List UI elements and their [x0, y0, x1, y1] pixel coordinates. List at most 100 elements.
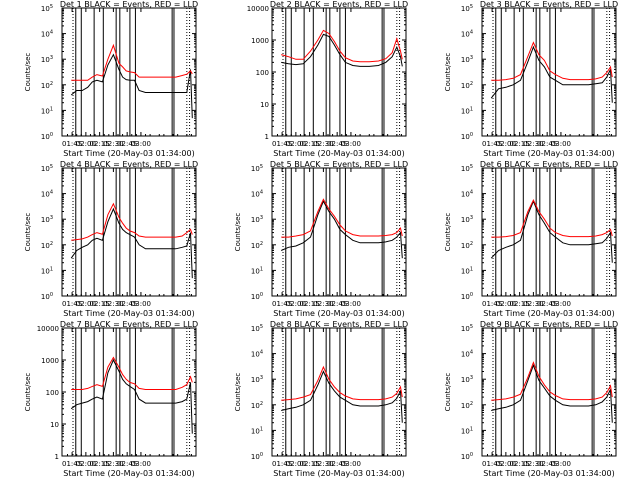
- y-tick-exponent: 3: [470, 215, 473, 221]
- y-axis-label: Counts/sec: [444, 213, 452, 252]
- x-tick-label: 02:00: [286, 140, 306, 148]
- plot-frame: [61, 167, 197, 297]
- x-tick-label: 03:00: [131, 300, 151, 308]
- plot-frame: [271, 327, 407, 457]
- x-tick-label: 02:45: [117, 140, 137, 148]
- y-axis-label: Counts/sec: [444, 53, 452, 92]
- y-tick-label: 105: [251, 164, 263, 173]
- x-tick-label: 03:00: [551, 300, 571, 308]
- y-tick-label: 100: [461, 132, 473, 141]
- y-tick-label: 100: [461, 452, 473, 461]
- x-axis-label: Start Time (20-May-03 01:34:00): [63, 469, 194, 478]
- series-line-events: [491, 363, 613, 423]
- series-line-lld: [281, 198, 403, 238]
- y-tick-label: 10000: [37, 325, 59, 333]
- x-tick-label: 02:15: [300, 140, 320, 148]
- y-tick-exponent: 0: [470, 292, 473, 298]
- y-tick-label: 10000: [247, 5, 269, 13]
- y-tick-exponent: 5: [50, 164, 53, 170]
- y-tick-exponent: 4: [260, 190, 263, 196]
- y-tick-label: 105: [461, 164, 473, 173]
- y-tick-label: 104: [251, 190, 263, 199]
- x-tick-label: 02:15: [300, 300, 320, 308]
- y-tick-exponent: 1: [470, 266, 473, 272]
- panel-det-3: Det 3 BLACK = Events, RED = LLD100101102…: [444, 0, 618, 158]
- series-line-lld: [281, 365, 403, 401]
- x-tick-label: 02:15: [90, 140, 110, 148]
- y-tick-label: 105: [41, 4, 53, 13]
- x-tick-label: 02:45: [327, 140, 347, 148]
- y-tick-label: 104: [461, 30, 473, 39]
- x-tick-label: 02:30: [313, 300, 333, 308]
- y-tick-exponent: 3: [470, 55, 473, 61]
- y-tick-label: 103: [461, 375, 473, 384]
- y-tick-label: 100: [41, 292, 53, 301]
- y-tick-label: 101: [461, 426, 473, 435]
- y-tick-label: 102: [461, 241, 473, 250]
- x-tick-label: 02:00: [496, 140, 516, 148]
- plot-frame: [61, 327, 197, 457]
- x-tick-label: 02:45: [537, 140, 557, 148]
- x-tick-label: 03:00: [341, 300, 361, 308]
- y-axis-label: Counts/sec: [444, 373, 452, 412]
- y-tick-label: 103: [251, 375, 263, 384]
- y-tick-label: 101: [251, 426, 263, 435]
- y-tick-label: 104: [461, 350, 473, 359]
- y-tick-exponent: 1: [260, 426, 263, 432]
- plot-frame: [271, 167, 407, 297]
- x-tick-label: 02:30: [523, 140, 543, 148]
- y-tick-exponent: 0: [260, 452, 263, 458]
- y-tick-label: 104: [461, 190, 473, 199]
- y-tick-exponent: 4: [470, 190, 473, 196]
- y-tick-label: 101: [461, 106, 473, 115]
- series-line-events: [280, 200, 403, 259]
- x-tick-label: 02:00: [76, 300, 96, 308]
- y-tick-exponent: 1: [50, 266, 53, 272]
- y-tick-exponent: 5: [50, 4, 53, 10]
- plot-frame: [61, 7, 197, 137]
- x-tick-label: 02:30: [103, 300, 123, 308]
- y-axis-label: Counts/sec: [24, 373, 32, 412]
- x-tick-label: 02:30: [313, 460, 333, 468]
- x-tick-label: 02:00: [76, 140, 96, 148]
- x-tick-label: 02:45: [117, 460, 137, 468]
- series-line-lld: [71, 202, 193, 241]
- y-tick-label: 10: [50, 421, 59, 429]
- y-tick-exponent: 5: [470, 164, 473, 170]
- y-tick-exponent: 1: [470, 426, 473, 432]
- y-axis-label: Counts/sec: [234, 373, 242, 412]
- x-tick-label: 02:45: [327, 300, 347, 308]
- x-tick-label: 01:45: [272, 300, 292, 308]
- y-tick-exponent: 3: [260, 215, 263, 221]
- y-tick-label: 100: [251, 452, 263, 461]
- y-tick-exponent: 4: [50, 30, 53, 36]
- panel-det-6: Det 6 BLACK = Events, RED = LLD100101102…: [444, 160, 618, 318]
- panel-title: Det 9 BLACK = Events, RED = LLD: [480, 320, 618, 329]
- y-tick-label: 103: [461, 55, 473, 64]
- y-tick-label: 1000: [41, 357, 59, 365]
- y-tick-exponent: 5: [260, 164, 263, 170]
- series-line-lld: [71, 43, 193, 81]
- x-tick-label: 02:30: [313, 140, 333, 148]
- y-tick-label: 1: [265, 133, 269, 141]
- series-line-events: [490, 199, 613, 263]
- y-tick-label: 102: [251, 401, 263, 410]
- x-tick-label: 02:45: [327, 460, 347, 468]
- y-tick-exponent: 5: [470, 4, 473, 10]
- series-line-lld: [281, 29, 403, 63]
- plot-frame: [481, 7, 617, 137]
- x-tick-label: 03:00: [131, 140, 151, 148]
- y-tick-exponent: 2: [470, 241, 473, 247]
- series-line-lld: [491, 199, 613, 238]
- x-tick-label: 02:15: [510, 460, 530, 468]
- panel-title: Det 6 BLACK = Events, RED = LLD: [480, 160, 618, 169]
- y-tick-label: 10: [260, 101, 269, 109]
- y-tick-label: 105: [251, 324, 263, 333]
- series-line-lld: [71, 356, 193, 390]
- y-tick-exponent: 2: [470, 401, 473, 407]
- x-tick-label: 02:00: [496, 300, 516, 308]
- y-tick-label: 103: [41, 215, 53, 224]
- series-line-events: [70, 358, 193, 434]
